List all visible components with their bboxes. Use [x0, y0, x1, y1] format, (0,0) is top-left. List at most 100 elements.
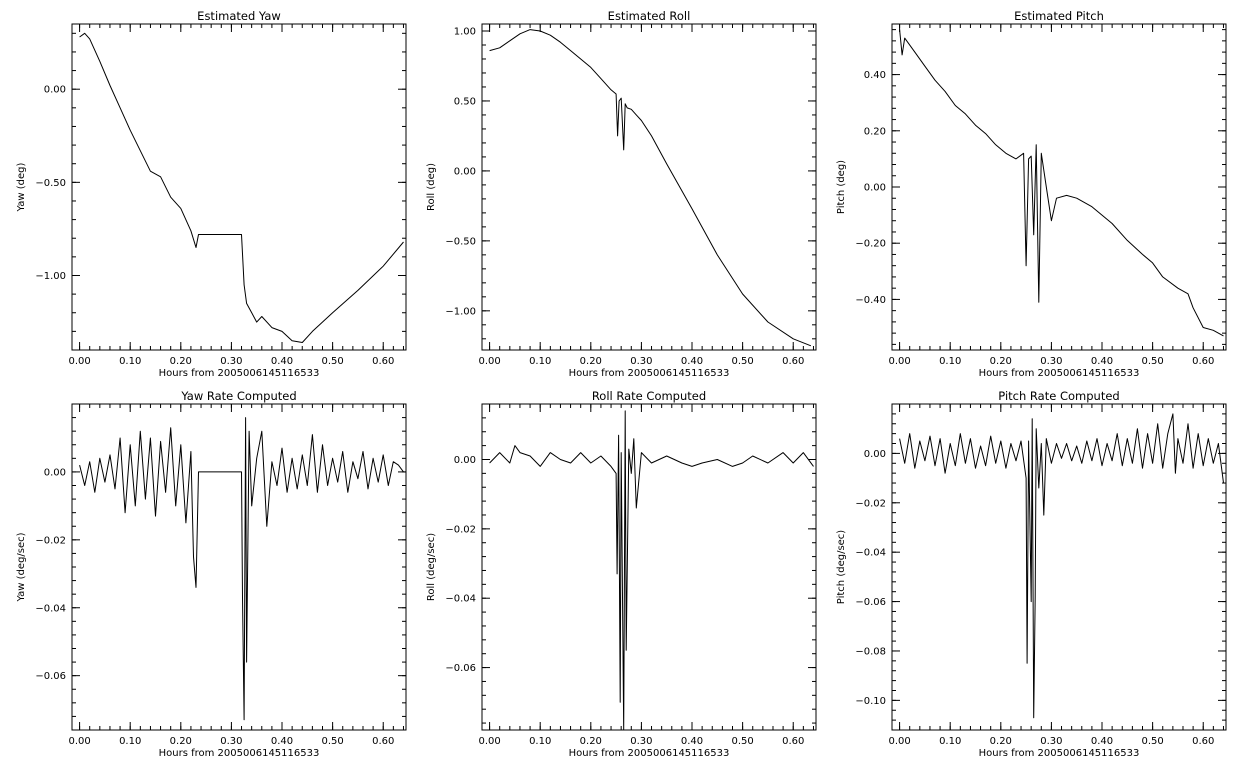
- pitch-rate-plot-frame: [891, 403, 1227, 731]
- roll-rate-x-axis-label: Hours from 2005006145116533: [569, 748, 730, 759]
- yaw-x-tick-label: 0.20: [170, 356, 192, 367]
- pitch-data-line: [899, 29, 1224, 337]
- roll-rate-title: Roll Rate Computed: [592, 389, 706, 403]
- roll-rate-y-axis-label: Roll (deg/sec): [426, 533, 437, 601]
- yaw-panel: Estimated Yaw Hours from 2005006145116533…: [16, 9, 407, 379]
- roll-y-tick-label: 0.00: [454, 166, 476, 177]
- roll-y-axis-label: Roll (deg): [426, 163, 437, 211]
- roll-y-tick-label: −0.50: [445, 236, 476, 247]
- pitch-y-tick-label: 0.20: [864, 126, 886, 137]
- pitch-y-tick-label: 0.00: [864, 183, 886, 194]
- roll-rate-panel: Roll Rate Computed Hours from 20050061451…: [426, 389, 817, 759]
- roll-rate-y-tick-label: 0.00: [454, 455, 476, 466]
- pitch-y-tick-label: 0.40: [864, 70, 886, 81]
- roll-x-tick-label: 0.50: [731, 356, 753, 367]
- pitch-rate-y-tick-label: −0.02: [855, 498, 886, 509]
- yaw-rate-title: Yaw Rate Computed: [180, 389, 296, 403]
- yaw-rate-x-tick-label: 0.50: [321, 736, 343, 747]
- pitch-rate-x-tick-label: 0.20: [990, 736, 1012, 747]
- roll-x-tick-label: 0.30: [630, 356, 652, 367]
- pitch-rate-y-tick-label: −0.08: [855, 646, 886, 657]
- roll-x-axis-label: Hours from 2005006145116533: [569, 368, 730, 379]
- pitch-rate-x-tick-label: 0.50: [1141, 736, 1163, 747]
- yaw-rate-y-tick-label: −0.04: [35, 603, 66, 614]
- roll-rate-plot-frame: [481, 403, 817, 731]
- pitch-x-axis-label: Hours from 2005006145116533: [979, 368, 1140, 379]
- roll-x-tick-label: 0.00: [478, 356, 500, 367]
- yaw-x-tick-label: 0.00: [68, 356, 90, 367]
- roll-title: Estimated Roll: [608, 9, 691, 23]
- pitch-plot-frame: [891, 23, 1227, 351]
- yaw-x-tick-label: 0.10: [119, 356, 141, 367]
- pitch-title: Estimated Pitch: [1014, 9, 1104, 23]
- roll-rate-x-tick-label: 0.00: [478, 736, 500, 747]
- yaw-title: Estimated Yaw: [197, 9, 281, 23]
- pitch-x-tick-label: 0.40: [1091, 356, 1113, 367]
- pitch-x-tick-label: 0.50: [1141, 356, 1163, 367]
- yaw-y-tick-label: 0.00: [44, 85, 66, 96]
- roll-y-tick-label: 0.50: [454, 96, 476, 107]
- pitch-x-tick-label: 0.20: [990, 356, 1012, 367]
- roll-plot-frame: [481, 23, 817, 351]
- yaw-data-line: [79, 32, 404, 343]
- yaw-plot-frame: [71, 23, 407, 351]
- pitch-x-tick-label: 0.00: [888, 356, 910, 367]
- yaw-x-tick-label: 0.60: [372, 356, 394, 367]
- pitch-rate-x-axis-label: Hours from 2005006145116533: [979, 748, 1140, 759]
- yaw-y-tick-label: −0.50: [35, 178, 66, 189]
- roll-x-tick-label: 0.10: [529, 356, 551, 367]
- yaw-x-tick-label: 0.30: [220, 356, 242, 367]
- roll-rate-y-tick-label: −0.04: [445, 594, 476, 605]
- pitch-rate-y-tick-label: −0.04: [855, 548, 886, 559]
- roll-y-tick-label: 1.00: [454, 26, 476, 37]
- roll-rate-x-tick-label: 0.10: [529, 736, 551, 747]
- roll-y-tick-label: −1.00: [445, 306, 476, 317]
- pitch-rate-title: Pitch Rate Computed: [998, 389, 1119, 403]
- roll-panel: Estimated Roll Hours from 200500614511653…: [426, 9, 817, 379]
- yaw-rate-y-tick-label: −0.02: [35, 535, 66, 546]
- yaw-rate-y-axis-label: Yaw (deg/sec): [16, 532, 27, 602]
- roll-rate-data-line: [489, 410, 814, 731]
- yaw-rate-x-axis-label: Hours from 2005006145116533: [159, 748, 320, 759]
- pitch-y-axis-label: Pitch (deg): [836, 160, 847, 214]
- roll-x-tick-label: 0.60: [782, 356, 804, 367]
- pitch-x-tick-label: 0.10: [939, 356, 961, 367]
- yaw-rate-y-tick-label: −0.06: [35, 671, 66, 682]
- yaw-rate-x-tick-label: 0.40: [271, 736, 293, 747]
- roll-rate-x-tick-label: 0.60: [782, 736, 804, 747]
- yaw-y-axis-label: Yaw (deg): [16, 162, 27, 212]
- yaw-rate-x-tick-label: 0.20: [170, 736, 192, 747]
- pitch-rate-y-tick-label: −0.06: [855, 597, 886, 608]
- yaw-rate-data-line: [79, 417, 404, 721]
- roll-rate-x-tick-label: 0.30: [630, 736, 652, 747]
- pitch-y-tick-label: −0.20: [855, 239, 886, 250]
- roll-rate-x-tick-label: 0.40: [681, 736, 703, 747]
- roll-rate-y-tick-label: −0.06: [445, 663, 476, 674]
- pitch-rate-x-tick-label: 0.40: [1091, 736, 1113, 747]
- pitch-rate-x-tick-label: 0.10: [939, 736, 961, 747]
- yaw-rate-panel: Yaw Rate Computed Hours from 200500614511…: [16, 389, 407, 759]
- pitch-x-tick-label: 0.30: [1040, 356, 1062, 367]
- yaw-rate-x-tick-label: 0.10: [119, 736, 141, 747]
- yaw-x-tick-label: 0.40: [271, 356, 293, 367]
- pitch-x-tick-label: 0.60: [1192, 356, 1214, 367]
- pitch-y-tick-label: −0.40: [855, 295, 886, 306]
- roll-data-line: [489, 29, 812, 347]
- pitch-rate-y-axis-label: Pitch (deg/sec): [836, 530, 847, 605]
- roll-rate-x-tick-label: 0.50: [731, 736, 753, 747]
- yaw-rate-x-tick-label: 0.00: [68, 736, 90, 747]
- pitch-rate-data-line: [899, 413, 1224, 719]
- pitch-rate-y-tick-label: −0.10: [855, 696, 886, 707]
- roll-rate-x-tick-label: 0.20: [580, 736, 602, 747]
- roll-rate-y-tick-label: −0.02: [445, 524, 476, 535]
- roll-x-tick-label: 0.20: [580, 356, 602, 367]
- pitch-rate-x-tick-label: 0.60: [1192, 736, 1214, 747]
- pitch-rate-panel: Pitch Rate Computed Hours from 2005006145…: [836, 389, 1227, 759]
- yaw-y-tick-label: −1.00: [35, 271, 66, 282]
- yaw-rate-plot-frame: [71, 403, 407, 731]
- yaw-rate-x-tick-label: 0.60: [372, 736, 394, 747]
- pitch-rate-y-tick-label: 0.00: [864, 449, 886, 460]
- pitch-rate-x-tick-label: 0.30: [1040, 736, 1062, 747]
- yaw-rate-x-tick-label: 0.30: [220, 736, 242, 747]
